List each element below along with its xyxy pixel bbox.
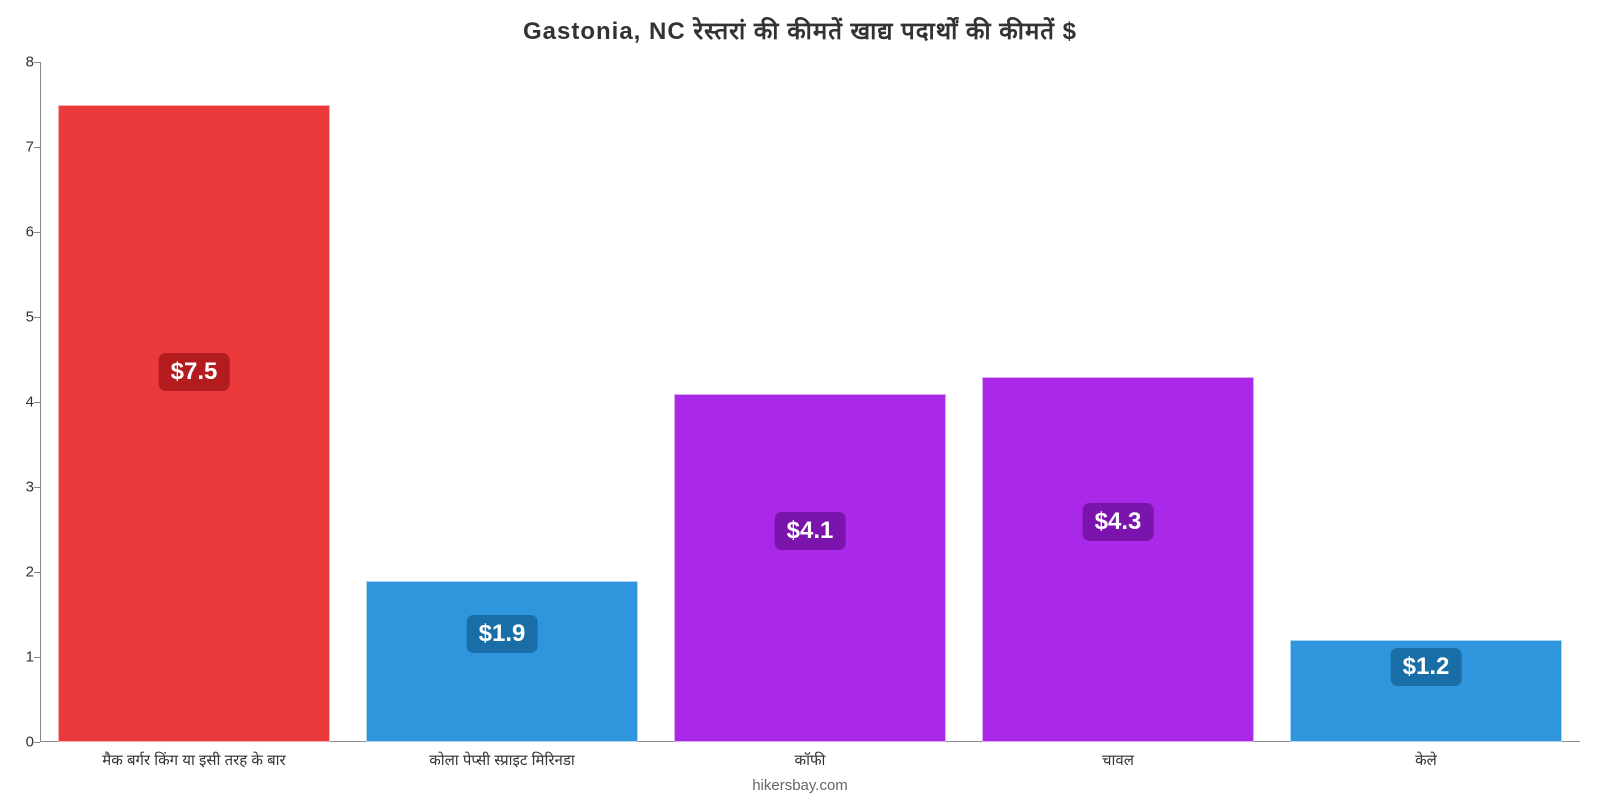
bar-value-badge: $1.2	[1391, 648, 1462, 686]
x-category-label: चावल	[1102, 750, 1134, 770]
bar-slot: $4.3चावल	[982, 62, 1253, 742]
x-category-label: कॉफी	[795, 750, 826, 770]
bar-value-badge: $4.3	[1083, 503, 1154, 541]
y-tick-label: 5	[10, 309, 34, 326]
bar-slot: $1.9कोला पेप्सी स्प्राइट मिरिनडा	[366, 62, 637, 742]
bar	[366, 581, 637, 743]
y-tick-label: 4	[10, 394, 34, 411]
y-tick-label: 6	[10, 224, 34, 241]
y-tick-label: 2	[10, 564, 34, 581]
y-tick-label: 1	[10, 649, 34, 666]
bar	[674, 394, 945, 743]
bar-slot: $7.5मैक बर्गर किंग या इसी तरह के बार	[58, 62, 329, 742]
plot-area: 012345678 $7.5मैक बर्गर किंग या इसी तरह …	[40, 62, 1580, 742]
x-category-label: मैक बर्गर किंग या इसी तरह के बार	[102, 750, 285, 770]
bar	[982, 377, 1253, 743]
bar-value-badge: $7.5	[159, 353, 230, 391]
x-category-label: कोला पेप्सी स्प्राइट मिरिनडा	[429, 750, 575, 770]
chart-container: Gastonia, NC रेस्तरां की कीमतें खाद्य पद…	[0, 0, 1600, 800]
chart-footer: hikersbay.com	[0, 777, 1600, 794]
bars-layer: $7.5मैक बर्गर किंग या इसी तरह के बार$1.9…	[40, 62, 1580, 742]
bar-slot: $1.2केले	[1290, 62, 1561, 742]
y-tick-label: 7	[10, 139, 34, 156]
chart-title: Gastonia, NC रेस्तरां की कीमतें खाद्य पद…	[0, 14, 1600, 47]
x-category-label: केले	[1415, 750, 1437, 770]
bar-value-badge: $4.1	[775, 512, 846, 550]
bar-value-badge: $1.9	[467, 615, 538, 653]
bar	[58, 105, 329, 743]
bar-slot: $4.1कॉफी	[674, 62, 945, 742]
y-tick-label: 8	[10, 54, 34, 71]
y-tick-mark	[34, 742, 40, 743]
y-tick-label: 0	[10, 734, 34, 751]
y-tick-label: 3	[10, 479, 34, 496]
